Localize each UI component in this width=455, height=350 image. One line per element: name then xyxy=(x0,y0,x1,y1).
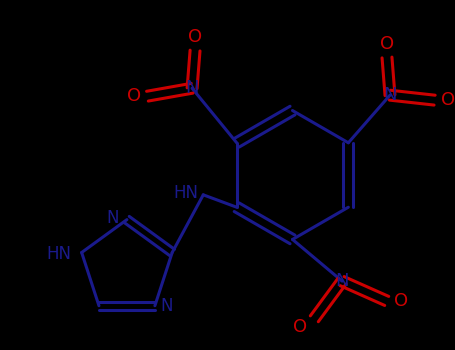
Text: N: N xyxy=(161,297,173,315)
Text: N: N xyxy=(185,79,199,97)
Text: O: O xyxy=(126,87,141,105)
Text: N: N xyxy=(383,86,397,104)
Text: HN: HN xyxy=(47,245,72,264)
Text: O: O xyxy=(441,91,455,109)
Text: N: N xyxy=(335,272,349,290)
Text: O: O xyxy=(293,318,308,336)
Text: O: O xyxy=(188,28,202,46)
Text: O: O xyxy=(394,292,408,310)
Text: O: O xyxy=(380,35,394,52)
Text: HN: HN xyxy=(173,184,198,202)
Text: N: N xyxy=(106,209,119,227)
